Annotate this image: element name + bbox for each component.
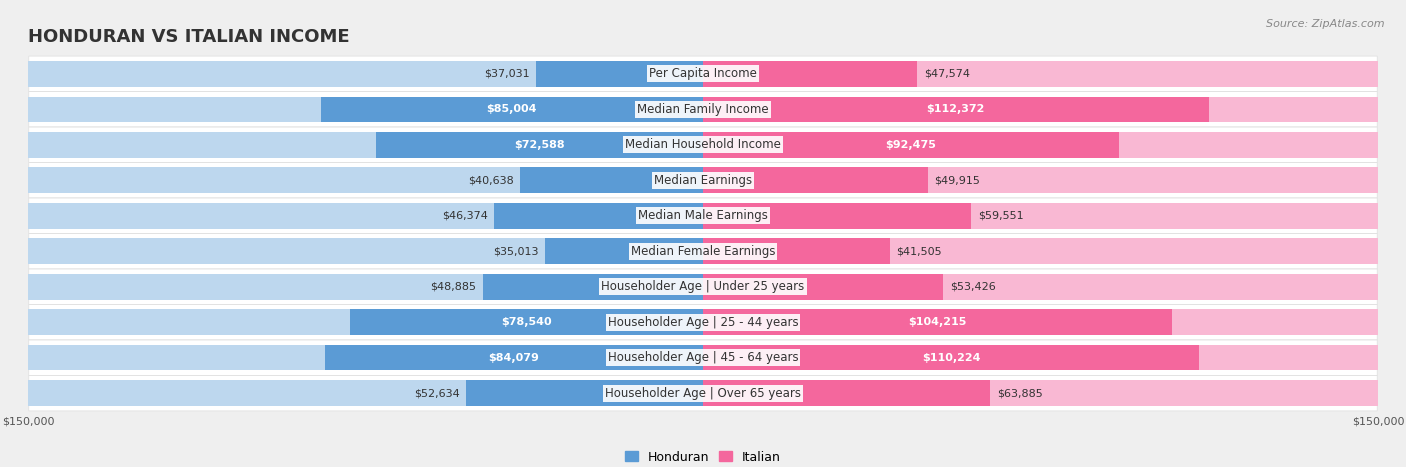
Text: $49,915: $49,915 <box>935 175 980 185</box>
FancyBboxPatch shape <box>28 375 1378 411</box>
Bar <box>484 274 703 299</box>
Bar <box>703 168 928 193</box>
Text: $53,426: $53,426 <box>950 282 995 292</box>
Text: Median Earnings: Median Earnings <box>654 174 752 187</box>
Bar <box>520 168 703 193</box>
FancyBboxPatch shape <box>28 127 1378 163</box>
Text: $41,505: $41,505 <box>897 246 942 256</box>
Bar <box>703 97 1378 122</box>
Bar <box>537 61 703 86</box>
Text: $47,574: $47,574 <box>924 69 970 79</box>
Text: Per Capita Income: Per Capita Income <box>650 67 756 80</box>
Bar <box>325 345 703 370</box>
Text: Median Household Income: Median Household Income <box>626 138 780 151</box>
Text: Householder Age | Under 25 years: Householder Age | Under 25 years <box>602 280 804 293</box>
Bar <box>703 132 1119 157</box>
Text: $35,013: $35,013 <box>494 246 538 256</box>
Text: $78,540: $78,540 <box>501 317 551 327</box>
Bar <box>703 132 1378 157</box>
Bar <box>703 97 1209 122</box>
Text: $37,031: $37,031 <box>484 69 530 79</box>
FancyBboxPatch shape <box>28 198 1378 234</box>
Text: $40,638: $40,638 <box>468 175 513 185</box>
Bar <box>703 168 1378 193</box>
Text: Source: ZipAtlas.com: Source: ZipAtlas.com <box>1267 19 1385 28</box>
Bar <box>703 345 1378 370</box>
Bar <box>28 345 703 370</box>
Bar <box>703 274 943 299</box>
FancyBboxPatch shape <box>28 56 1378 92</box>
Text: $72,588: $72,588 <box>515 140 565 150</box>
Bar <box>28 97 703 122</box>
Bar <box>28 203 703 228</box>
Text: Householder Age | 45 - 64 years: Householder Age | 45 - 64 years <box>607 351 799 364</box>
Bar <box>546 239 703 264</box>
Bar <box>703 239 890 264</box>
Bar <box>28 274 703 299</box>
Bar <box>703 310 1171 335</box>
Bar <box>28 132 703 157</box>
Text: Median Family Income: Median Family Income <box>637 103 769 116</box>
Bar <box>28 381 703 406</box>
Bar <box>703 345 1199 370</box>
Bar <box>467 381 703 406</box>
Text: Median Female Earnings: Median Female Earnings <box>631 245 775 258</box>
Bar <box>703 239 1378 264</box>
Text: HONDURAN VS ITALIAN INCOME: HONDURAN VS ITALIAN INCOME <box>28 28 350 46</box>
Text: $85,004: $85,004 <box>486 104 537 114</box>
Bar <box>703 61 917 86</box>
Text: $110,224: $110,224 <box>922 353 980 363</box>
Text: $104,215: $104,215 <box>908 317 967 327</box>
Text: $63,885: $63,885 <box>997 388 1043 398</box>
Bar <box>377 132 703 157</box>
Bar <box>703 310 1378 335</box>
Text: $92,475: $92,475 <box>886 140 936 150</box>
Text: $112,372: $112,372 <box>927 104 986 114</box>
FancyBboxPatch shape <box>28 340 1378 375</box>
Text: Householder Age | 25 - 44 years: Householder Age | 25 - 44 years <box>607 316 799 329</box>
Legend: Honduran, Italian: Honduran, Italian <box>620 446 786 467</box>
Text: $46,374: $46,374 <box>441 211 488 221</box>
Bar <box>321 97 703 122</box>
Text: Householder Age | Over 65 years: Householder Age | Over 65 years <box>605 387 801 400</box>
Bar <box>28 168 703 193</box>
Bar <box>28 61 703 86</box>
FancyBboxPatch shape <box>28 269 1378 304</box>
Bar <box>703 203 1378 228</box>
Bar <box>703 381 990 406</box>
Bar <box>495 203 703 228</box>
Text: $52,634: $52,634 <box>413 388 460 398</box>
FancyBboxPatch shape <box>28 304 1378 340</box>
Text: $59,551: $59,551 <box>977 211 1024 221</box>
FancyBboxPatch shape <box>28 163 1378 198</box>
Bar <box>28 239 703 264</box>
Bar <box>28 310 703 335</box>
Text: Median Male Earnings: Median Male Earnings <box>638 209 768 222</box>
Bar <box>703 61 1378 86</box>
Text: $48,885: $48,885 <box>430 282 477 292</box>
Bar <box>703 381 1378 406</box>
Text: $84,079: $84,079 <box>488 353 540 363</box>
FancyBboxPatch shape <box>28 234 1378 269</box>
Bar <box>350 310 703 335</box>
Bar <box>703 274 1378 299</box>
FancyBboxPatch shape <box>28 92 1378 127</box>
Bar <box>703 203 972 228</box>
